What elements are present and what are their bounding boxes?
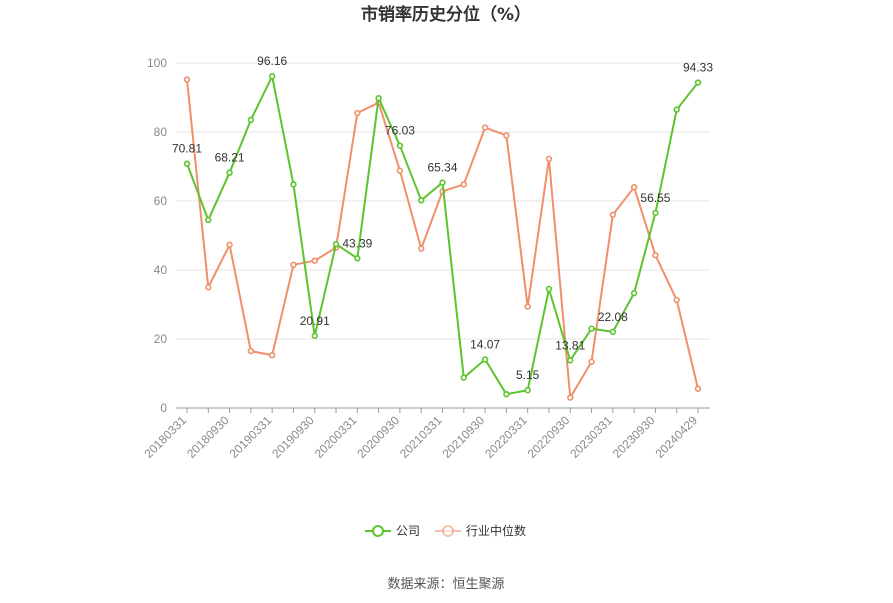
data-label: 94.33 [683,61,713,75]
legend-marker-0 [372,525,384,537]
x-axis: 2018033120180930201903312019093020200331… [141,407,710,461]
data-point-0[interactable] [226,169,233,176]
data-label: 70.81 [172,142,202,156]
data-point-1[interactable] [694,385,702,392]
data-point-0[interactable] [439,179,446,186]
data-point-1[interactable] [396,167,404,174]
data-point-0[interactable] [375,94,382,102]
legend-label-1: 行业中位数 [466,523,526,538]
data-point-0[interactable] [630,289,638,297]
data-point-1[interactable] [630,184,638,191]
data-point-1[interactable] [311,257,318,264]
x-tick-label: 20200930 [354,413,402,461]
y-tick-label: 60 [154,194,168,208]
y-tick-label: 100 [147,56,167,70]
data-point-0[interactable] [290,181,297,188]
data-label: 5.15 [516,368,540,382]
x-tick-label: 20210930 [440,413,488,461]
data-point-1[interactable] [503,132,510,139]
series-line-0 [186,75,699,396]
x-tick-label: 20220930 [525,413,573,461]
data-label: 14.07 [470,337,500,351]
data-point-0[interactable] [481,356,489,363]
x-tick-label: 20240429 [652,413,700,461]
x-tick-label: 20180930 [184,413,232,461]
data-point-1[interactable] [205,284,212,291]
data-point-0[interactable] [694,79,702,86]
x-tick-label: 20180331 [141,413,189,461]
data-point-1[interactable] [418,245,425,252]
data-point-0[interactable] [183,160,191,167]
data-point-0[interactable] [268,73,276,80]
data-point-0[interactable] [418,197,425,204]
data-label: 96.16 [257,54,287,68]
x-tick-label: 20230930 [610,413,658,461]
data-point-0[interactable] [524,387,531,394]
data-point-1[interactable] [354,109,361,117]
legend-label-0: 公司 [396,524,420,538]
grid-lines [176,62,710,340]
data-point-1[interactable] [524,303,531,310]
data-point-0[interactable] [311,332,318,340]
data-point-1[interactable] [226,241,233,249]
data-point-1[interactable] [609,211,617,219]
source-text: 数据来源：恒生聚源 [387,577,504,592]
data-point-1[interactable] [545,155,553,163]
x-tick-label: 20200331 [312,413,360,461]
data-label: 13.81 [555,338,585,352]
data-point-0[interactable] [609,328,617,336]
y-tick-label: 20 [154,332,168,346]
data-point-0[interactable] [588,325,595,332]
x-tick-label: 20190930 [269,413,317,461]
data-point-0[interactable] [205,216,212,224]
data-point-1[interactable] [567,394,574,401]
data-point-0[interactable] [545,285,553,293]
data-point-1[interactable] [652,251,659,259]
x-tick-label: 20190331 [227,413,275,461]
data-point-1[interactable] [460,181,467,188]
data-point-1[interactable] [588,358,595,365]
y-tick-label: 0 [160,401,167,415]
data-point-0[interactable] [354,255,361,262]
data-point-1[interactable] [268,352,276,359]
series-line-1 [186,79,699,399]
data-point-0[interactable] [247,116,255,124]
data-label: 20.91 [300,314,330,328]
data-point-0[interactable] [503,391,510,398]
legend-marker-1 [442,525,454,537]
data-point-0[interactable] [652,209,659,217]
data-point-0[interactable] [673,106,680,113]
chart-title: 市销率历史分位（%） [361,4,531,25]
data-point-0[interactable] [567,357,574,364]
y-axis: 0 20 40 60 80 100 [147,56,167,415]
legend-item-0[interactable]: 公司 [365,524,420,538]
data-label: 22.08 [598,310,628,324]
legend-item-1[interactable]: 行业中位数 [435,523,526,538]
y-tick-label: 40 [154,263,168,277]
data-point-0[interactable] [460,374,467,381]
data-label: 43.39 [342,236,372,250]
series-group [183,73,702,401]
data-label: 56.55 [640,191,670,205]
legend[interactable]: 公司 行业中位数 [365,523,526,538]
x-tick-label: 20230331 [567,413,615,461]
x-tick-label: 20210331 [397,413,445,461]
data-point-1[interactable] [183,76,191,83]
data-label: 68.21 [215,151,245,165]
data-label: 65.34 [427,161,457,175]
data-point-0[interactable] [332,240,340,248]
data-point-1[interactable] [247,347,255,355]
data-label: 76.03 [385,124,415,138]
x-tick-label: 20220331 [482,413,530,461]
y-tick-label: 80 [154,125,168,139]
data-point-1[interactable] [673,296,680,304]
data-point-1[interactable] [290,261,297,269]
data-point-0[interactable] [396,142,404,149]
data-point-1[interactable] [481,124,489,131]
data-labels: 70.81 68.21 96.16 20.91 43.39 76.03 65.34 14.07… [172,54,713,382]
